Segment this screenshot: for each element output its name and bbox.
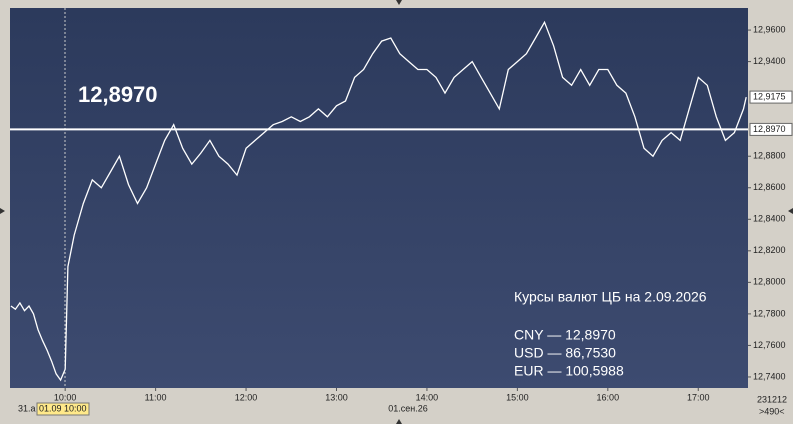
y-tick-label: 12,9400 (753, 56, 786, 66)
y-tick-label: 12,7800 (753, 308, 786, 318)
left-marker (0, 208, 5, 214)
x-tick-label: 10:00 (54, 392, 77, 402)
info-line: EUR — 100,5988 (514, 363, 624, 379)
price-line (10, 20, 747, 382)
y-tick-label: 12,8600 (753, 182, 786, 192)
y-tick-label: 12,7600 (753, 340, 786, 350)
y-tick-label: 12,9600 (753, 24, 786, 34)
reference-box (749, 122, 793, 136)
info-title: Курсы валют ЦБ на 2.09.2026 (514, 289, 707, 305)
date-marker-box (36, 402, 90, 416)
y-tick-label: 12,8400 (753, 214, 786, 224)
x-tick-label: 14:00 (416, 392, 439, 402)
x-tick-label: 15:00 (506, 392, 529, 402)
plot-area (10, 8, 748, 388)
y-tick-label: 12,8200 (753, 245, 786, 255)
info-line: USD — 86,7530 (514, 345, 616, 361)
right-marker (788, 208, 793, 214)
x-tick-label: 12:00 (235, 392, 258, 402)
x-tick-label: 11:00 (145, 392, 167, 402)
date-marker: 01.09 10:00 (39, 403, 87, 413)
info-line: CNY — 12,8970 (514, 327, 616, 343)
reference-axis-label: 12,8970 (753, 124, 786, 134)
top-marker (396, 0, 402, 5)
counter: 231212 (757, 394, 787, 404)
last-box (749, 90, 793, 104)
left-date: 31.а (18, 403, 36, 413)
y-tick-label: 12,8000 (753, 277, 786, 287)
x-tick-label: 17:00 (687, 392, 710, 402)
zoom: >490< (759, 406, 785, 416)
y-tick-label: 12,7400 (753, 371, 786, 381)
bottom-marker (396, 419, 402, 424)
x-tick-label: 16:00 (597, 392, 620, 402)
reference-label: 12,8970 (78, 82, 158, 107)
y-tick-label: 12,8800 (753, 151, 786, 161)
last-axis-label: 12,9175 (753, 91, 786, 101)
date-label: 01.сен.26 (388, 403, 428, 413)
x-tick-label: 13:00 (325, 392, 348, 402)
